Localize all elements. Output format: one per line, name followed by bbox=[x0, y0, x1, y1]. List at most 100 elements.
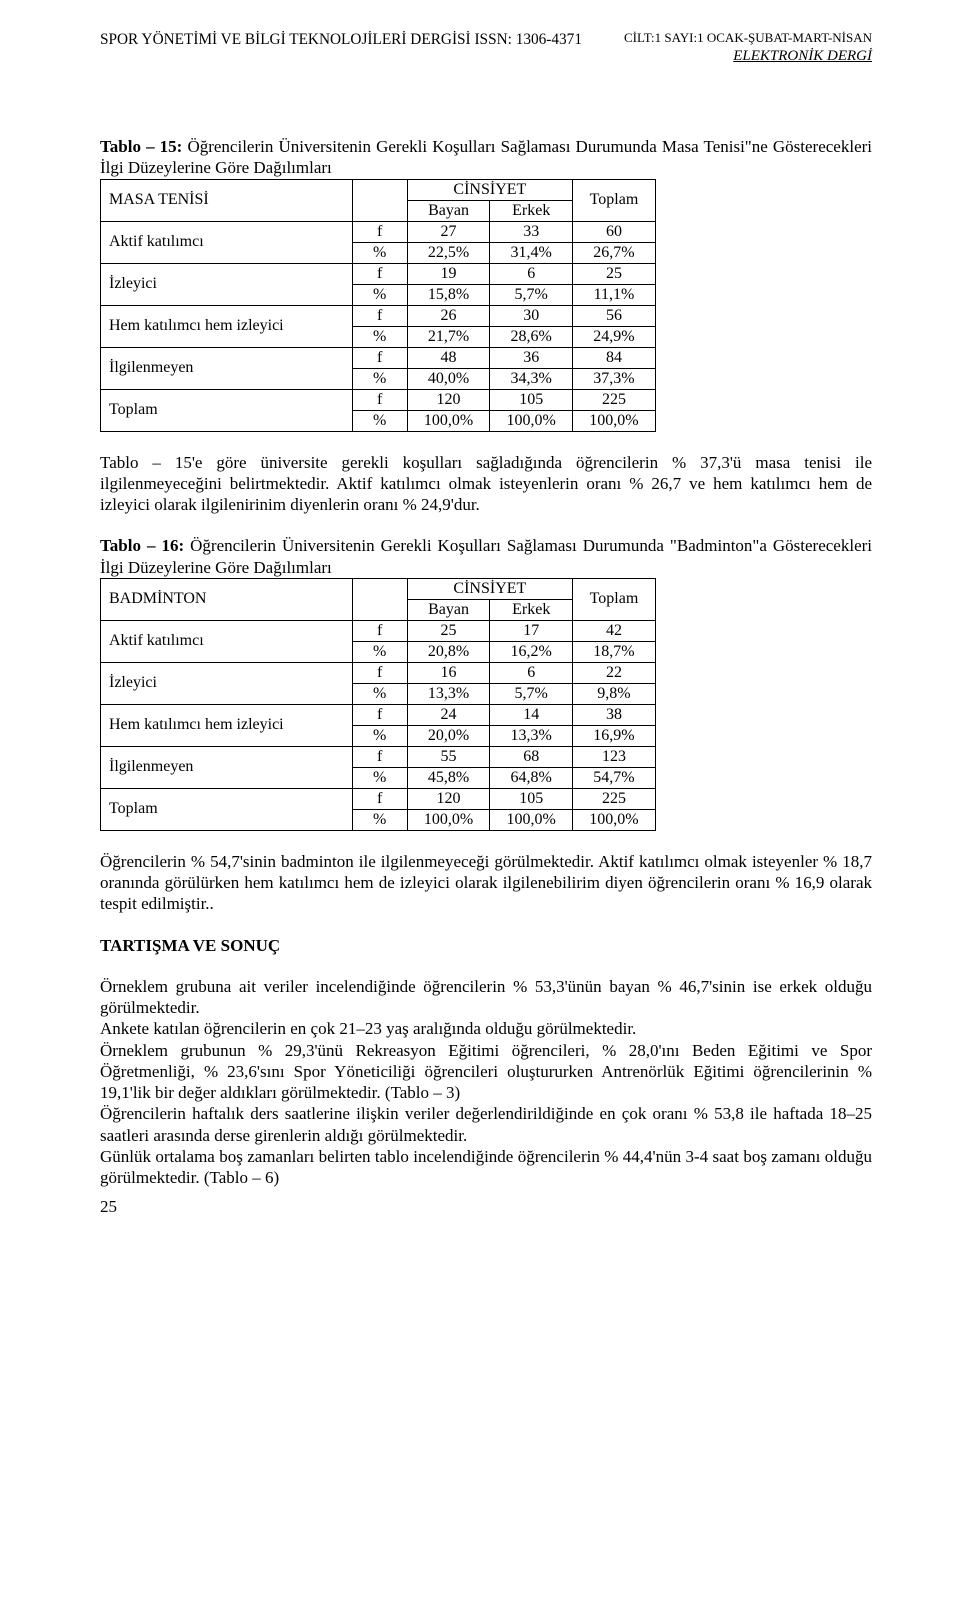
table-cell: 68 bbox=[490, 746, 573, 767]
table15-paragraph: Tablo – 15'e göre üniversite gerekli koş… bbox=[100, 452, 872, 516]
table15-toplam-header: Toplam bbox=[573, 179, 656, 221]
page-number: 25 bbox=[100, 1196, 872, 1217]
journal-title: SPOR YÖNETİMİ VE BİLGİ TEKNOLOJİLERİ DER… bbox=[100, 30, 582, 49]
table-cell: 100,0% bbox=[407, 809, 490, 830]
table-cell: 105 bbox=[490, 389, 573, 410]
table-row-label: İzleyici bbox=[101, 662, 353, 704]
table-cell: 26,7% bbox=[573, 242, 656, 263]
table-cell: 42 bbox=[573, 620, 656, 641]
table-cell: 60 bbox=[573, 221, 656, 242]
table-cell: 225 bbox=[573, 788, 656, 809]
table-f-label: f bbox=[352, 788, 407, 809]
table-cell: 28,6% bbox=[490, 326, 573, 347]
table-cell: 25 bbox=[573, 263, 656, 284]
discussion-p2: Ankete katılan öğrencilerin en çok 21–23… bbox=[100, 1018, 872, 1039]
table-cell: 37,3% bbox=[573, 368, 656, 389]
table-row-label: İlgilenmeyen bbox=[101, 347, 353, 389]
table-cell: 24,9% bbox=[573, 326, 656, 347]
table-f-label: f bbox=[352, 221, 407, 242]
table-cell: 16 bbox=[407, 662, 490, 683]
table-f-label: f bbox=[352, 347, 407, 368]
table-cell: 13,3% bbox=[407, 683, 490, 704]
table-cell: 11,1% bbox=[573, 284, 656, 305]
table-f-label: f bbox=[352, 305, 407, 326]
table16: BADMİNTON CİNSİYET Toplam Bayan Erkek Ak… bbox=[100, 578, 656, 831]
table15-cinsiyet-header: CİNSİYET bbox=[407, 179, 572, 200]
table-f-label: f bbox=[352, 662, 407, 683]
table-cell: 100,0% bbox=[573, 410, 656, 431]
table-cell: 5,7% bbox=[490, 683, 573, 704]
table-cell: 6 bbox=[490, 662, 573, 683]
table-cell: 5,7% bbox=[490, 284, 573, 305]
table-cell: 100,0% bbox=[490, 809, 573, 830]
table-percent-label: % bbox=[352, 767, 407, 788]
table15-title: Tablo – 15: Öğrencilerin Üniversitenin G… bbox=[100, 136, 872, 179]
table-cell: 120 bbox=[407, 389, 490, 410]
table-cell: 48 bbox=[407, 347, 490, 368]
table-f-label: f bbox=[352, 746, 407, 767]
table-cell: 13,3% bbox=[490, 725, 573, 746]
table16-blank-fcol bbox=[352, 578, 407, 620]
table-cell: 64,8% bbox=[490, 767, 573, 788]
table-percent-label: % bbox=[352, 242, 407, 263]
table-percent-label: % bbox=[352, 284, 407, 305]
issue-line: CİLT:1 SAYI:1 OCAK-ŞUBAT-MART-NİSAN bbox=[624, 30, 872, 46]
table-f-label: f bbox=[352, 389, 407, 410]
table-cell: 36 bbox=[490, 347, 573, 368]
table-percent-label: % bbox=[352, 725, 407, 746]
table16-bayan-header: Bayan bbox=[407, 599, 490, 620]
table16-title-bold: Tablo – 16: bbox=[100, 536, 184, 555]
discussion-heading: TARTIŞMA VE SONUÇ bbox=[100, 935, 872, 956]
table-cell: 19 bbox=[407, 263, 490, 284]
table-cell: 15,8% bbox=[407, 284, 490, 305]
table-cell: 120 bbox=[407, 788, 490, 809]
table-percent-label: % bbox=[352, 641, 407, 662]
discussion-p5: Günlük ortalama boş zamanları belirten t… bbox=[100, 1146, 872, 1189]
table-percent-label: % bbox=[352, 410, 407, 431]
table15-title-bold: Tablo – 15: bbox=[100, 137, 182, 156]
table-cell: 14 bbox=[490, 704, 573, 725]
table-cell: 100,0% bbox=[490, 410, 573, 431]
table-cell: 40,0% bbox=[407, 368, 490, 389]
table-cell: 9,8% bbox=[573, 683, 656, 704]
table15-blank-fcol bbox=[352, 179, 407, 221]
table-cell: 26 bbox=[407, 305, 490, 326]
table-cell: 100,0% bbox=[573, 809, 656, 830]
table-cell: 55 bbox=[407, 746, 490, 767]
table-cell: 22,5% bbox=[407, 242, 490, 263]
table-percent-label: % bbox=[352, 809, 407, 830]
page-header: SPOR YÖNETİMİ VE BİLGİ TEKNOLOJİLERİ DER… bbox=[100, 30, 872, 66]
table16-title-rest: Öğrencilerin Üniversitenin Gerekli Koşul… bbox=[100, 536, 872, 576]
table-cell: 21,7% bbox=[407, 326, 490, 347]
table16-corner: BADMİNTON bbox=[101, 578, 353, 620]
table-cell: 18,7% bbox=[573, 641, 656, 662]
table-cell: 54,7% bbox=[573, 767, 656, 788]
discussion-p3: Örneklem grubunun % 29,3'ünü Rekreasyon … bbox=[100, 1040, 872, 1104]
table-cell: 16,2% bbox=[490, 641, 573, 662]
table-cell: 100,0% bbox=[407, 410, 490, 431]
table-cell: 45,8% bbox=[407, 767, 490, 788]
table15: MASA TENİSİ CİNSİYET Toplam Bayan Erkek … bbox=[100, 179, 656, 432]
table-cell: 34,3% bbox=[490, 368, 573, 389]
table16-paragraph: Öğrencilerin % 54,7'sinin badminton ile … bbox=[100, 851, 872, 915]
table-row-label: İzleyici bbox=[101, 263, 353, 305]
table-f-label: f bbox=[352, 620, 407, 641]
discussion-p1: Örneklem grubuna ait veriler incelendiği… bbox=[100, 976, 872, 1019]
table15-corner: MASA TENİSİ bbox=[101, 179, 353, 221]
issue-block: CİLT:1 SAYI:1 OCAK-ŞUBAT-MART-NİSAN ELEK… bbox=[624, 30, 872, 66]
table16-cinsiyet-header: CİNSİYET bbox=[407, 578, 572, 599]
table-percent-label: % bbox=[352, 683, 407, 704]
table15-erkek-header: Erkek bbox=[490, 200, 573, 221]
table-cell: 25 bbox=[407, 620, 490, 641]
table-row-label: Toplam bbox=[101, 389, 353, 431]
table-cell: 16,9% bbox=[573, 725, 656, 746]
table-cell: 105 bbox=[490, 788, 573, 809]
table-cell: 20,8% bbox=[407, 641, 490, 662]
journal-subtitle: ELEKTRONİK DERGİ bbox=[733, 47, 872, 66]
table-cell: 225 bbox=[573, 389, 656, 410]
table15-title-rest: Öğrencilerin Üniversitenin Gerekli Koşul… bbox=[100, 137, 872, 177]
table-f-label: f bbox=[352, 263, 407, 284]
table-cell: 33 bbox=[490, 221, 573, 242]
table15-bayan-header: Bayan bbox=[407, 200, 490, 221]
table-cell: 30 bbox=[490, 305, 573, 326]
